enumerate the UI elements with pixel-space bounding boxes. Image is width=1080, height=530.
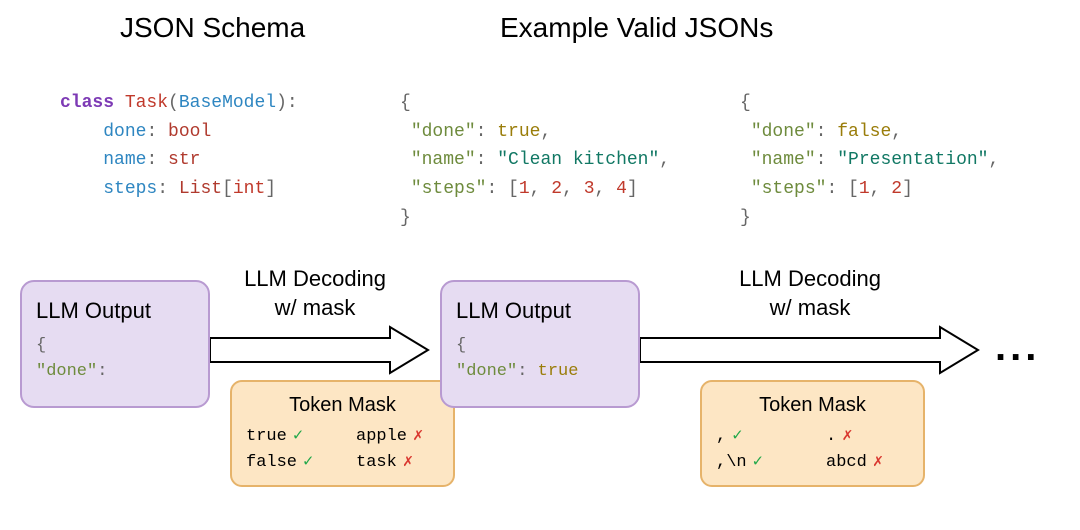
example-json-1: { "done": true, "name": "Clean kitchen",… — [400, 60, 670, 233]
token-mask-2: Token Mask ,✓ .✗ ,\n✓ abcd✗ — [700, 380, 925, 487]
mask2-r1c0-tok: ,\n — [716, 450, 747, 476]
ex2-steps: [1, 2] — [848, 179, 913, 199]
check-icon: ✓ — [732, 424, 742, 450]
arrow-2 — [640, 325, 980, 375]
mask1-r1c0-tok: false — [246, 450, 297, 476]
mask-title-2: Token Mask — [716, 390, 909, 420]
field-steps: steps — [103, 179, 157, 199]
mask1-r0c1-tok: apple — [356, 424, 407, 450]
ex2-done: false — [837, 122, 891, 142]
llm2-val: true — [538, 362, 579, 381]
field-name: name — [103, 150, 146, 170]
mask2-r0c1-tok: . — [826, 424, 836, 450]
llm-output-1: LLM Output { "done": — [20, 280, 210, 408]
kw-class: class — [60, 93, 114, 113]
heading-examples: Example Valid JSONs — [500, 12, 773, 44]
llm1-brace: { — [36, 336, 46, 355]
llm1-key: "done" — [36, 362, 97, 381]
mask-title-1: Token Mask — [246, 390, 439, 420]
ex1-done: true — [497, 122, 540, 142]
token-mask-1: Token Mask true✓ apple✗ false✓ task✗ — [230, 380, 455, 487]
type-bool: bool — [168, 122, 211, 142]
mask2-r0c0-tok: , — [716, 424, 726, 450]
class-name: Task — [125, 93, 168, 113]
type-str: str — [168, 150, 200, 170]
llm-output-2: LLM Output { "done": true — [440, 280, 640, 408]
ellipsis-icon: ... — [995, 325, 1040, 370]
ex1-name: Clean kitchen — [508, 150, 648, 170]
cross-icon: ✗ — [413, 424, 423, 450]
arrow-1 — [210, 325, 430, 375]
example-json-2: { "done": false, "name": "Presentation",… — [740, 60, 999, 233]
type-int: int — [233, 179, 265, 199]
check-icon: ✓ — [753, 450, 763, 476]
cross-icon: ✗ — [403, 450, 413, 476]
ex1-steps: [1, 2, 3, 4] — [508, 179, 638, 199]
heading-schema: JSON Schema — [120, 12, 305, 44]
llm-output-title-1: LLM Output — [36, 294, 194, 327]
base-model: BaseModel — [179, 93, 276, 113]
field-done: done — [103, 122, 146, 142]
schema-code: class Task(BaseModel): done: bool name: … — [60, 60, 298, 204]
mask1-r1c1-tok: task — [356, 450, 397, 476]
type-list: List — [179, 179, 222, 199]
llm2-colon: : — [517, 362, 527, 381]
llm2-brace: { — [456, 336, 466, 355]
llm-output-title-2: LLM Output — [456, 294, 624, 327]
mask2-r1c1-tok: abcd — [826, 450, 867, 476]
ex2-name: Presentation — [848, 150, 978, 170]
check-icon: ✓ — [293, 424, 303, 450]
decode-label-1: LLM Decoding w/ mask — [225, 265, 405, 322]
check-icon: ✓ — [303, 450, 313, 476]
llm2-key: "done" — [456, 362, 517, 381]
cross-icon: ✗ — [842, 424, 852, 450]
cross-icon: ✗ — [873, 450, 883, 476]
mask1-r0c0-tok: true — [246, 424, 287, 450]
llm1-colon: : — [97, 362, 107, 381]
decode-label-2: LLM Decoding w/ mask — [720, 265, 900, 322]
